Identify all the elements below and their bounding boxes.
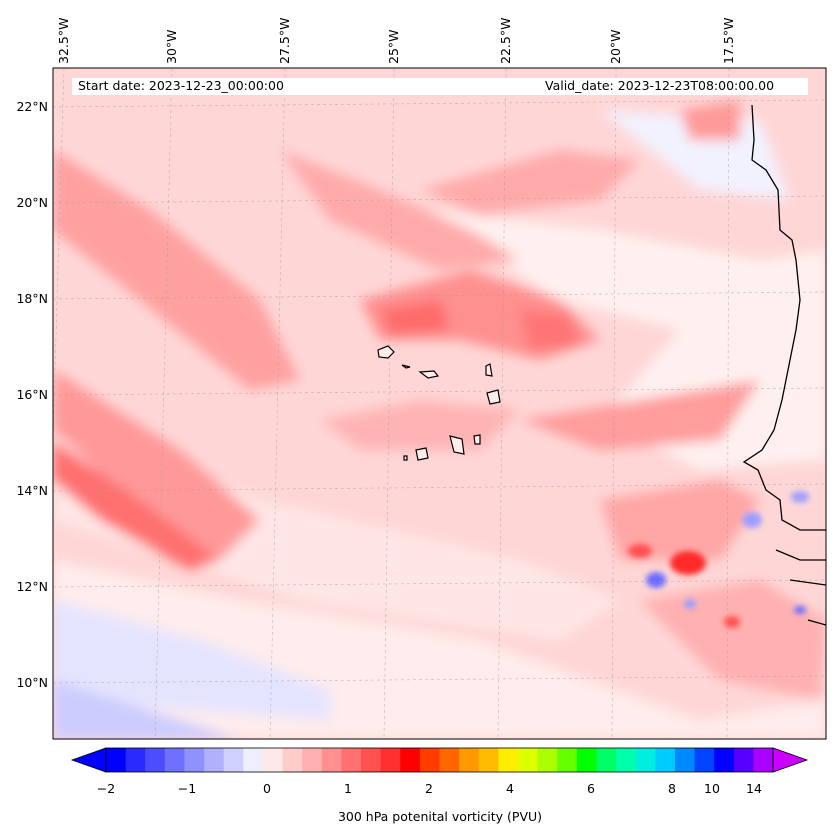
pv-high-band [380,300,450,335]
colorbar-extend-high [772,747,809,773]
pv-high-band [53,370,260,560]
lat-label: 10°N [16,675,48,690]
lat-label: 12°N [16,579,48,594]
colorbar-segment [341,748,362,772]
colorbar-segment [733,748,754,772]
colorbar-segment [576,748,597,772]
pv-min-cell [646,572,666,588]
lon-label: 17.5°W [721,17,736,64]
colorbar-tick-label: 6 [587,781,595,796]
colorbar-segment [262,748,284,772]
colorbar-tick-label: 4 [506,781,514,796]
map-frame [52,67,827,740]
colorbar-tick-label: 8 [668,781,676,796]
pv-high-band [640,580,826,700]
lon-label: 22.5°W [498,17,513,64]
colorbar-segment [753,748,774,772]
lon-label: 27.5°W [277,17,292,64]
start-date-label: Start date: 2023-12-23_00:00:00 [78,78,284,93]
lon-label: 25°W [386,29,401,64]
pv-min-cell [684,599,696,609]
valid-date-label: Valid_date: 2023-12-23T08:00:00.00 [545,78,775,93]
pv-low-region [53,600,330,720]
colorbar-segment [361,748,382,772]
colorbar-segment [655,748,676,772]
lon-label: 20°W [608,29,623,64]
header-bar [72,78,808,95]
colorbar [70,747,809,773]
colorbar-outline [105,747,774,773]
lat-label: 22°N [16,99,48,114]
pv-max-cell [724,616,740,628]
lon-label: 30°W [164,29,179,64]
colorbar-segment [419,748,440,772]
colorbar-segment [400,748,421,772]
colorbar-segment [204,748,225,772]
graticule [53,68,826,739]
colorbar-segment [616,748,637,772]
pv-high-band [680,100,740,140]
pv-low-region [600,110,790,200]
pv-high-band [520,380,760,450]
lat-label: 18°N [16,291,48,306]
colorbar-segment [282,748,303,772]
colorbar-segment [164,748,185,772]
colorbar-tick-label: −1 [177,781,197,796]
colorbar-segment [243,748,264,772]
colorbar-segment [596,748,617,772]
colorbar-segment [321,748,342,772]
coastline [742,104,826,626]
colorbar-tick-label: 10 [704,781,720,796]
colorbar-segment [478,748,499,772]
colorbar-segment [557,748,578,772]
colorbar-tick-label: 1 [344,781,352,796]
lat-label: 14°N [16,483,48,498]
pv-field [53,68,826,739]
pv-high-band [53,440,220,570]
colorbar-segment [106,748,127,772]
colorbar-segment [223,748,244,772]
lon-label: 32.5°W [56,17,71,64]
colorbar-segment [184,748,205,772]
colorbar-tick-label: −2 [96,781,116,796]
pv-min-cell [794,606,806,614]
colorbar-label: 300 hPa potenital vorticity (PVU) [337,809,543,824]
pv-min-cell [742,512,762,528]
colorbar-segment [302,748,323,772]
pv-high-band [320,400,520,450]
colorbar-segment [380,748,401,772]
colorbar-tick-label: 14 [746,781,762,796]
pv-min-cell [791,491,809,503]
pv-max-cell [628,544,652,558]
colorbar-segment [517,748,539,772]
pv-high-band [520,310,580,350]
pv-high-band [420,150,640,215]
pv-max-cell [670,551,706,575]
pv-high-band [53,150,300,390]
colorbar-tick-label: 0 [263,781,271,796]
colorbar-segment [498,748,519,772]
colorbar-segment [439,748,460,772]
lat-label: 20°N [16,195,48,210]
colorbar-segment [674,748,696,772]
colorbar-segment [714,748,735,772]
lat-label: 16°N [16,387,48,402]
pv-high-band [600,480,760,560]
colorbar-segment [459,748,480,772]
colorbar-segment [145,748,166,772]
pv-low-region [53,680,240,739]
colorbar-tick-label: 2 [425,781,433,796]
colorbar-segment [694,748,715,772]
colorbar-segment [635,748,656,772]
cape-verde-islands [377,345,501,461]
colorbar-segment [125,748,146,772]
colorbar-extend-low [70,747,107,773]
colorbar-segment [537,748,558,772]
pv-high-band [280,150,520,270]
